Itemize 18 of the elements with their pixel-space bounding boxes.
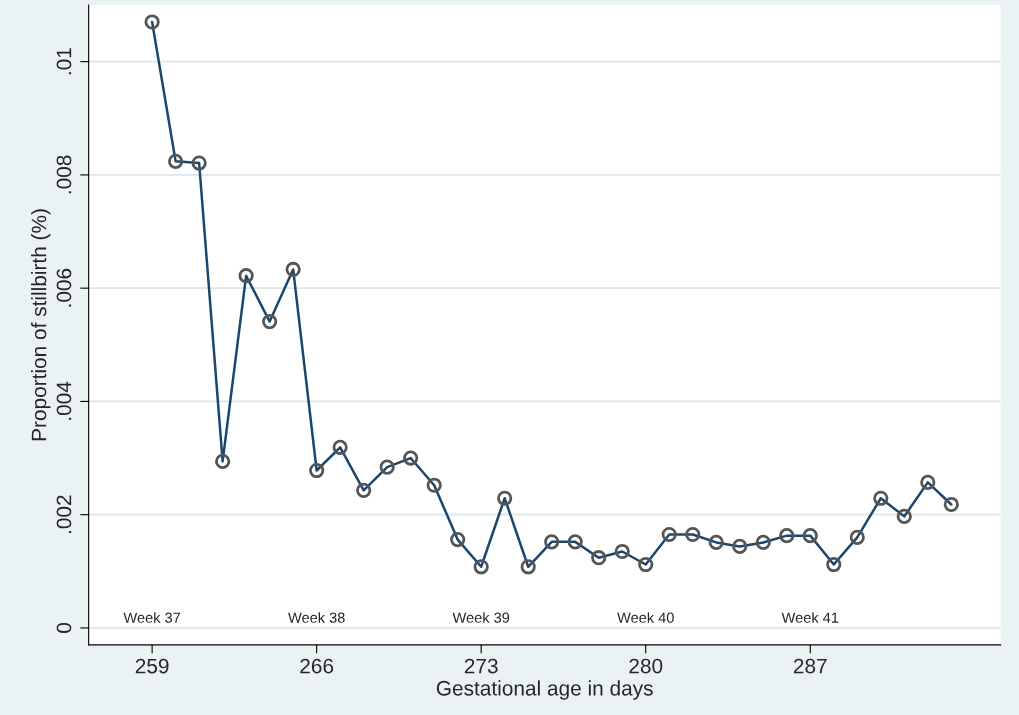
y-tick-label: 0 — [56, 622, 72, 633]
x-tick-label: 280 — [629, 658, 663, 674]
y-tick-label: .01 — [56, 48, 72, 75]
y-tick-label: .002 — [56, 495, 72, 534]
y-tick-label: .008 — [56, 155, 72, 194]
annotation: Week 38 — [288, 612, 345, 623]
x-tick-label: 266 — [300, 658, 334, 674]
x-tick-label: 287 — [793, 658, 827, 674]
annotation: Week 39 — [452, 612, 510, 623]
x-tick-label: 273 — [464, 658, 498, 674]
y-tick-label: .004 — [56, 381, 72, 420]
annotation: Week 37 — [123, 612, 181, 623]
y-axis-title: Proportion of stillbirth (%) — [31, 209, 51, 441]
x-axis-title: Gestational age in days — [436, 680, 653, 700]
annotation: Week 41 — [781, 612, 839, 623]
y-tick-label: .006 — [56, 268, 72, 307]
x-tick-label: 259 — [135, 658, 169, 674]
annotation: Week 40 — [617, 612, 674, 623]
